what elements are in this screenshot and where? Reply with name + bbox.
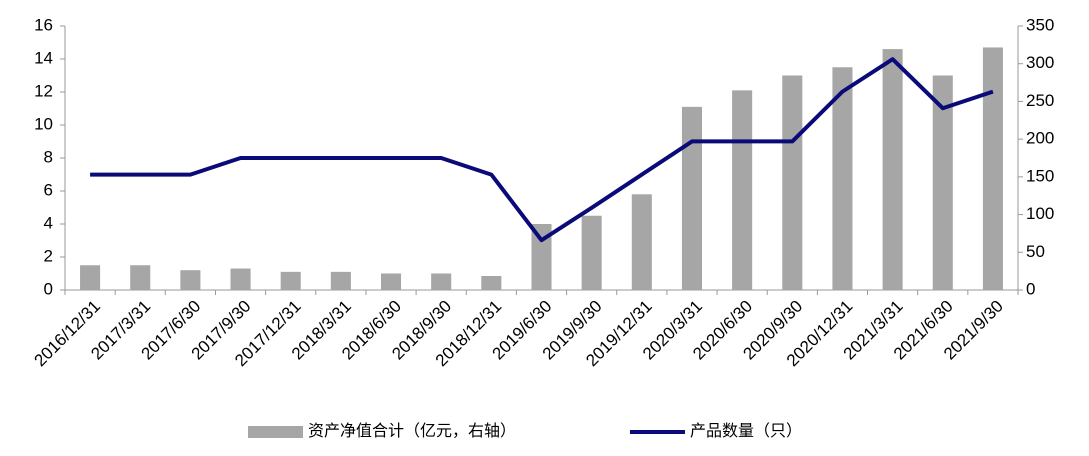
legend-label: 资产净值合计（亿元，右轴） xyxy=(308,422,516,440)
y2-tick-label: 100 xyxy=(1026,204,1054,223)
y-tick-label: 6 xyxy=(44,180,53,199)
bar xyxy=(180,270,201,290)
bar xyxy=(230,268,251,290)
y2-tick-label: 300 xyxy=(1026,53,1054,72)
y2-tick-label: 50 xyxy=(1026,242,1045,261)
line xyxy=(90,57,994,243)
bar xyxy=(832,67,853,290)
bar xyxy=(982,47,1003,291)
bar xyxy=(631,194,652,290)
bar xyxy=(330,271,351,290)
x-tick-label: 2016/12/31 xyxy=(30,297,104,371)
bar xyxy=(130,265,151,290)
y-tick-label: 2 xyxy=(44,246,53,265)
y-tick-label: 0 xyxy=(44,279,53,298)
bar xyxy=(681,106,703,290)
y-tick-label: 4 xyxy=(44,213,53,232)
y-tick-label: 16 xyxy=(34,15,53,34)
bar xyxy=(932,75,953,290)
bar xyxy=(732,90,753,290)
y2-tick-label: 350 xyxy=(1026,15,1054,34)
y2-tick-label: 0 xyxy=(1026,279,1035,298)
bar xyxy=(882,49,903,290)
y-tick-label: 10 xyxy=(34,114,53,133)
bar xyxy=(481,275,502,290)
bar xyxy=(431,273,452,290)
legend-swatch xyxy=(248,426,303,438)
y-tick-label: 12 xyxy=(34,81,53,100)
y2-tick-label: 250 xyxy=(1026,91,1054,110)
bar xyxy=(380,273,402,290)
y2-tick-label: 150 xyxy=(1026,166,1054,185)
bar xyxy=(782,75,803,290)
y-tick-label: 14 xyxy=(34,48,53,67)
bar xyxy=(581,215,602,290)
bar xyxy=(531,224,552,290)
bar xyxy=(80,265,101,290)
bar xyxy=(280,271,301,290)
y2-tick-label: 200 xyxy=(1026,129,1054,148)
legend-label: 产品数量（只） xyxy=(690,422,802,440)
y-tick-label: 8 xyxy=(44,147,53,166)
